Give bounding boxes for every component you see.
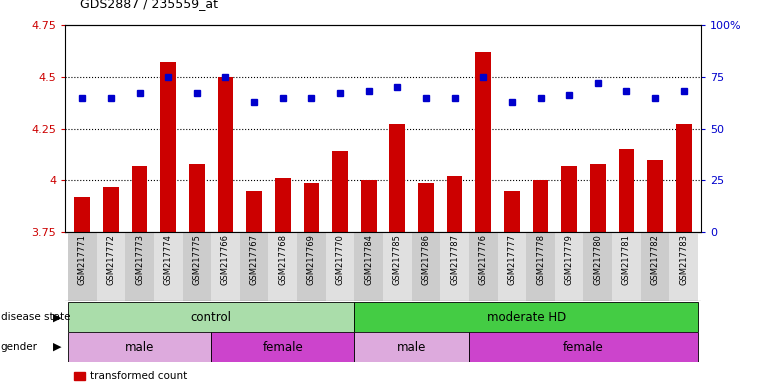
Bar bbox=[132, 166, 147, 232]
Bar bbox=[526, 232, 555, 301]
Bar bbox=[246, 191, 262, 232]
Text: female: female bbox=[563, 341, 604, 354]
Text: GSM217780: GSM217780 bbox=[594, 234, 602, 285]
Bar bbox=[218, 77, 234, 232]
Bar bbox=[640, 232, 669, 301]
Text: GSM217775: GSM217775 bbox=[192, 234, 201, 285]
Bar bbox=[189, 164, 205, 232]
Bar bbox=[440, 232, 469, 301]
Bar bbox=[68, 302, 355, 332]
Bar bbox=[361, 180, 377, 232]
Bar bbox=[476, 52, 491, 232]
Text: GSM217778: GSM217778 bbox=[536, 234, 545, 285]
Bar bbox=[211, 332, 355, 362]
Text: ▶: ▶ bbox=[53, 342, 61, 352]
Bar bbox=[275, 179, 290, 232]
Text: disease state: disease state bbox=[1, 312, 70, 322]
Text: control: control bbox=[191, 311, 231, 324]
Bar bbox=[590, 164, 606, 232]
Bar bbox=[303, 182, 319, 232]
Bar bbox=[498, 232, 526, 301]
Bar bbox=[418, 182, 434, 232]
Bar bbox=[182, 232, 211, 301]
Bar bbox=[211, 232, 240, 301]
Text: GSM217769: GSM217769 bbox=[307, 234, 316, 285]
Text: GSM217772: GSM217772 bbox=[106, 234, 116, 285]
Text: moderate HD: moderate HD bbox=[486, 311, 566, 324]
Bar bbox=[268, 232, 297, 301]
Bar bbox=[97, 232, 126, 301]
Text: female: female bbox=[263, 341, 303, 354]
Bar bbox=[160, 62, 176, 232]
Bar bbox=[326, 232, 355, 301]
Text: male: male bbox=[397, 341, 427, 354]
Text: GSM217785: GSM217785 bbox=[393, 234, 402, 285]
Bar bbox=[561, 166, 577, 232]
Bar bbox=[297, 232, 326, 301]
Bar bbox=[619, 149, 634, 232]
Bar bbox=[676, 124, 692, 232]
Bar bbox=[74, 197, 90, 232]
Bar bbox=[647, 160, 663, 232]
Legend: transformed count, percentile rank within the sample: transformed count, percentile rank withi… bbox=[70, 367, 270, 384]
Bar bbox=[669, 232, 698, 301]
Bar bbox=[447, 176, 463, 232]
Text: GSM217783: GSM217783 bbox=[679, 234, 688, 285]
Bar bbox=[389, 124, 405, 232]
Text: GSM217787: GSM217787 bbox=[450, 234, 459, 285]
Bar bbox=[555, 232, 584, 301]
Bar bbox=[469, 232, 498, 301]
Bar bbox=[383, 232, 411, 301]
Bar bbox=[332, 151, 348, 232]
Bar bbox=[355, 302, 698, 332]
Text: GSM217767: GSM217767 bbox=[250, 234, 259, 285]
Text: GSM217779: GSM217779 bbox=[565, 234, 574, 285]
Bar bbox=[612, 232, 640, 301]
Bar bbox=[68, 332, 211, 362]
Text: GSM217771: GSM217771 bbox=[78, 234, 87, 285]
Bar bbox=[240, 232, 268, 301]
Text: GSM217776: GSM217776 bbox=[479, 234, 488, 285]
Text: GSM217773: GSM217773 bbox=[135, 234, 144, 285]
Bar bbox=[411, 232, 440, 301]
Text: ▶: ▶ bbox=[53, 312, 61, 322]
Text: GDS2887 / 235559_at: GDS2887 / 235559_at bbox=[80, 0, 218, 10]
Text: GSM217781: GSM217781 bbox=[622, 234, 631, 285]
Text: GSM217777: GSM217777 bbox=[507, 234, 516, 285]
Text: male: male bbox=[125, 341, 154, 354]
Text: GSM217774: GSM217774 bbox=[164, 234, 172, 285]
Bar bbox=[103, 187, 119, 232]
Bar bbox=[469, 332, 698, 362]
Bar bbox=[355, 232, 383, 301]
Text: GSM217786: GSM217786 bbox=[421, 234, 430, 285]
Text: GSM217782: GSM217782 bbox=[650, 234, 660, 285]
Bar bbox=[68, 232, 97, 301]
Bar bbox=[154, 232, 182, 301]
Bar bbox=[584, 232, 612, 301]
Bar bbox=[355, 332, 469, 362]
Bar bbox=[504, 191, 520, 232]
Text: GSM217784: GSM217784 bbox=[364, 234, 373, 285]
Text: GSM217770: GSM217770 bbox=[336, 234, 345, 285]
Text: GSM217768: GSM217768 bbox=[278, 234, 287, 285]
Bar bbox=[532, 180, 548, 232]
Text: gender: gender bbox=[1, 342, 38, 352]
Bar bbox=[126, 232, 154, 301]
Text: GSM217766: GSM217766 bbox=[221, 234, 230, 285]
